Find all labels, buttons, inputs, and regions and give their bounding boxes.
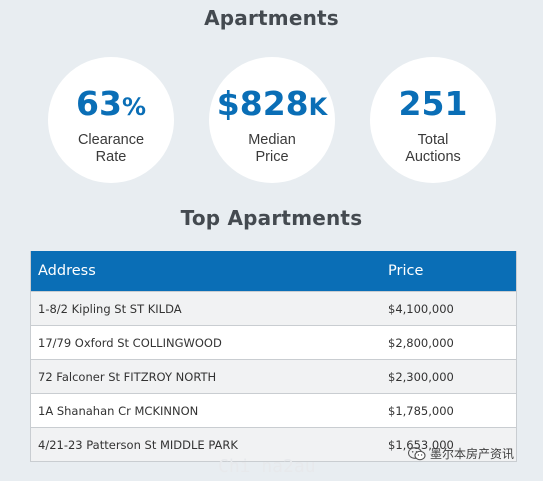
median-price-stat: $828K Median Price: [209, 57, 335, 183]
price-cell: $1,785,000: [388, 404, 454, 418]
table-row: 4/21-23 Patterson St MIDDLE PARK $1,653,…: [31, 427, 516, 461]
table-row: 1-8/2 Kipling St ST KILDA $4,100,000: [31, 291, 516, 325]
address-cell: 1-8/2 Kipling St ST KILDA: [38, 302, 182, 316]
section-heading: Top Apartments: [180, 206, 363, 230]
source-badge: 墨尔本房产资讯: [408, 445, 514, 462]
address-cell: 4/21-23 Patterson St MIDDLE PARK: [38, 438, 238, 452]
address-cell: 1A Shanahan Cr MCKINNON: [38, 404, 199, 418]
table-row: 17/79 Oxford St COLLINGWOOD $2,800,000: [31, 325, 516, 359]
stat-value: 63%: [76, 84, 146, 123]
price-column-header: Price: [388, 263, 424, 279]
watermark-text: Chi na2au: [218, 456, 316, 477]
price-cell: $2,300,000: [388, 370, 454, 384]
table-row: 1A Shanahan Cr MCKINNON $1,785,000: [31, 393, 516, 427]
stat-label: Clearance Rate: [77, 132, 145, 165]
badge-text: 墨尔本房产资讯: [430, 447, 515, 461]
price-cell: $4,100,000: [388, 302, 454, 316]
price-cell: $2,800,000: [388, 336, 454, 350]
page-title: Apartments: [204, 6, 339, 30]
clearance-rate-stat: 63% Clearance Rate: [48, 57, 174, 183]
table-row: 72 Falconer St FITZROY NORTH $2,300,000: [31, 359, 516, 393]
stat-label: Total Auctions: [405, 132, 461, 165]
address-cell: 17/79 Oxford St COLLINGWOOD: [38, 336, 222, 350]
top-apartments-table: Address Price 1-8/2 Kipling St ST KILDA …: [30, 251, 517, 462]
total-auctions-stat: 251 Total Auctions: [370, 57, 496, 183]
stat-label: Median Price: [248, 132, 296, 165]
table-header: Address Price: [31, 251, 516, 291]
stat-value: 251: [398, 84, 468, 123]
stat-value: $828K: [216, 84, 328, 123]
wechat-icon: [408, 446, 426, 460]
price-cell: $1,653,000: [388, 438, 454, 452]
address-cell: 72 Falconer St FITZROY NORTH: [38, 370, 217, 384]
address-column-header: Address: [38, 263, 96, 279]
